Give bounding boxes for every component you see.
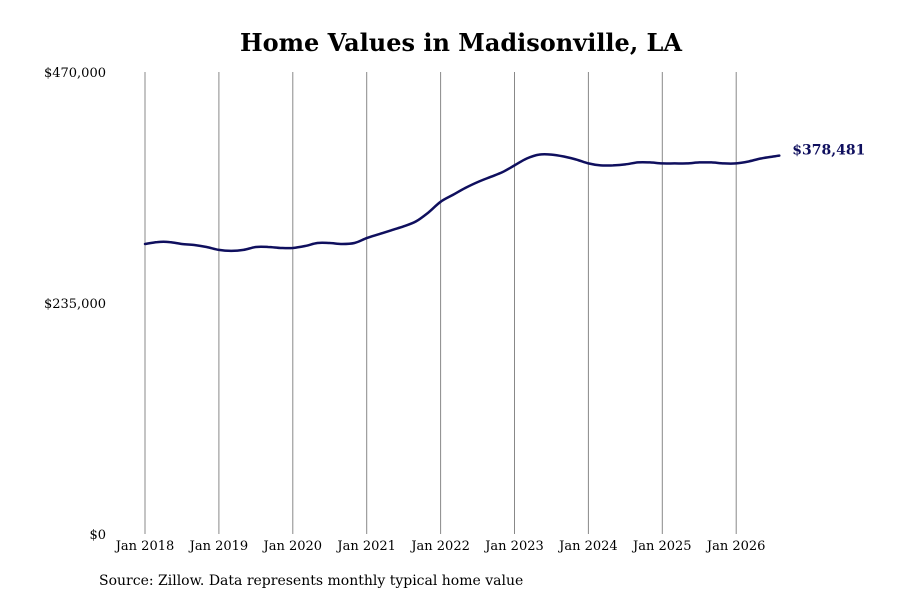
x-tick-label: Jan 2020 (262, 539, 323, 554)
x-tick-label: Jan 2023 (483, 539, 544, 554)
x-tick-label: Jan 2021 (335, 539, 396, 554)
gridlines (144, 72, 737, 534)
end-value-label: $378,481 (792, 143, 865, 159)
x-tick-label: Jan 2024 (557, 539, 618, 554)
series-line (143, 152, 781, 253)
x-tick-label: Jan 2025 (631, 539, 692, 554)
series-layer (143, 152, 781, 253)
y-tick-label: $0 (89, 528, 106, 543)
y-tick-label: $235,000 (44, 297, 106, 312)
y-tick-label: $470,000 (44, 66, 106, 81)
chart-title: Home Values in Madisonville, LA (239, 28, 683, 57)
source-note: Source: Zillow. Data represents monthly … (99, 573, 524, 589)
x-tick-label: Jan 2018 (114, 539, 175, 554)
x-tick-label: Jan 2022 (409, 539, 470, 554)
x-tick-label: Jan 2019 (188, 539, 249, 554)
end-label-layer: $378,481 (792, 143, 865, 159)
x-tick-label: Jan 2026 (705, 539, 766, 554)
y-axis-ticks: $0 $235,000 $470,000 (44, 66, 106, 543)
x-axis-ticks: Jan 2018 Jan 2019 Jan 2020 Jan 2021 Jan 2022… (114, 539, 766, 554)
